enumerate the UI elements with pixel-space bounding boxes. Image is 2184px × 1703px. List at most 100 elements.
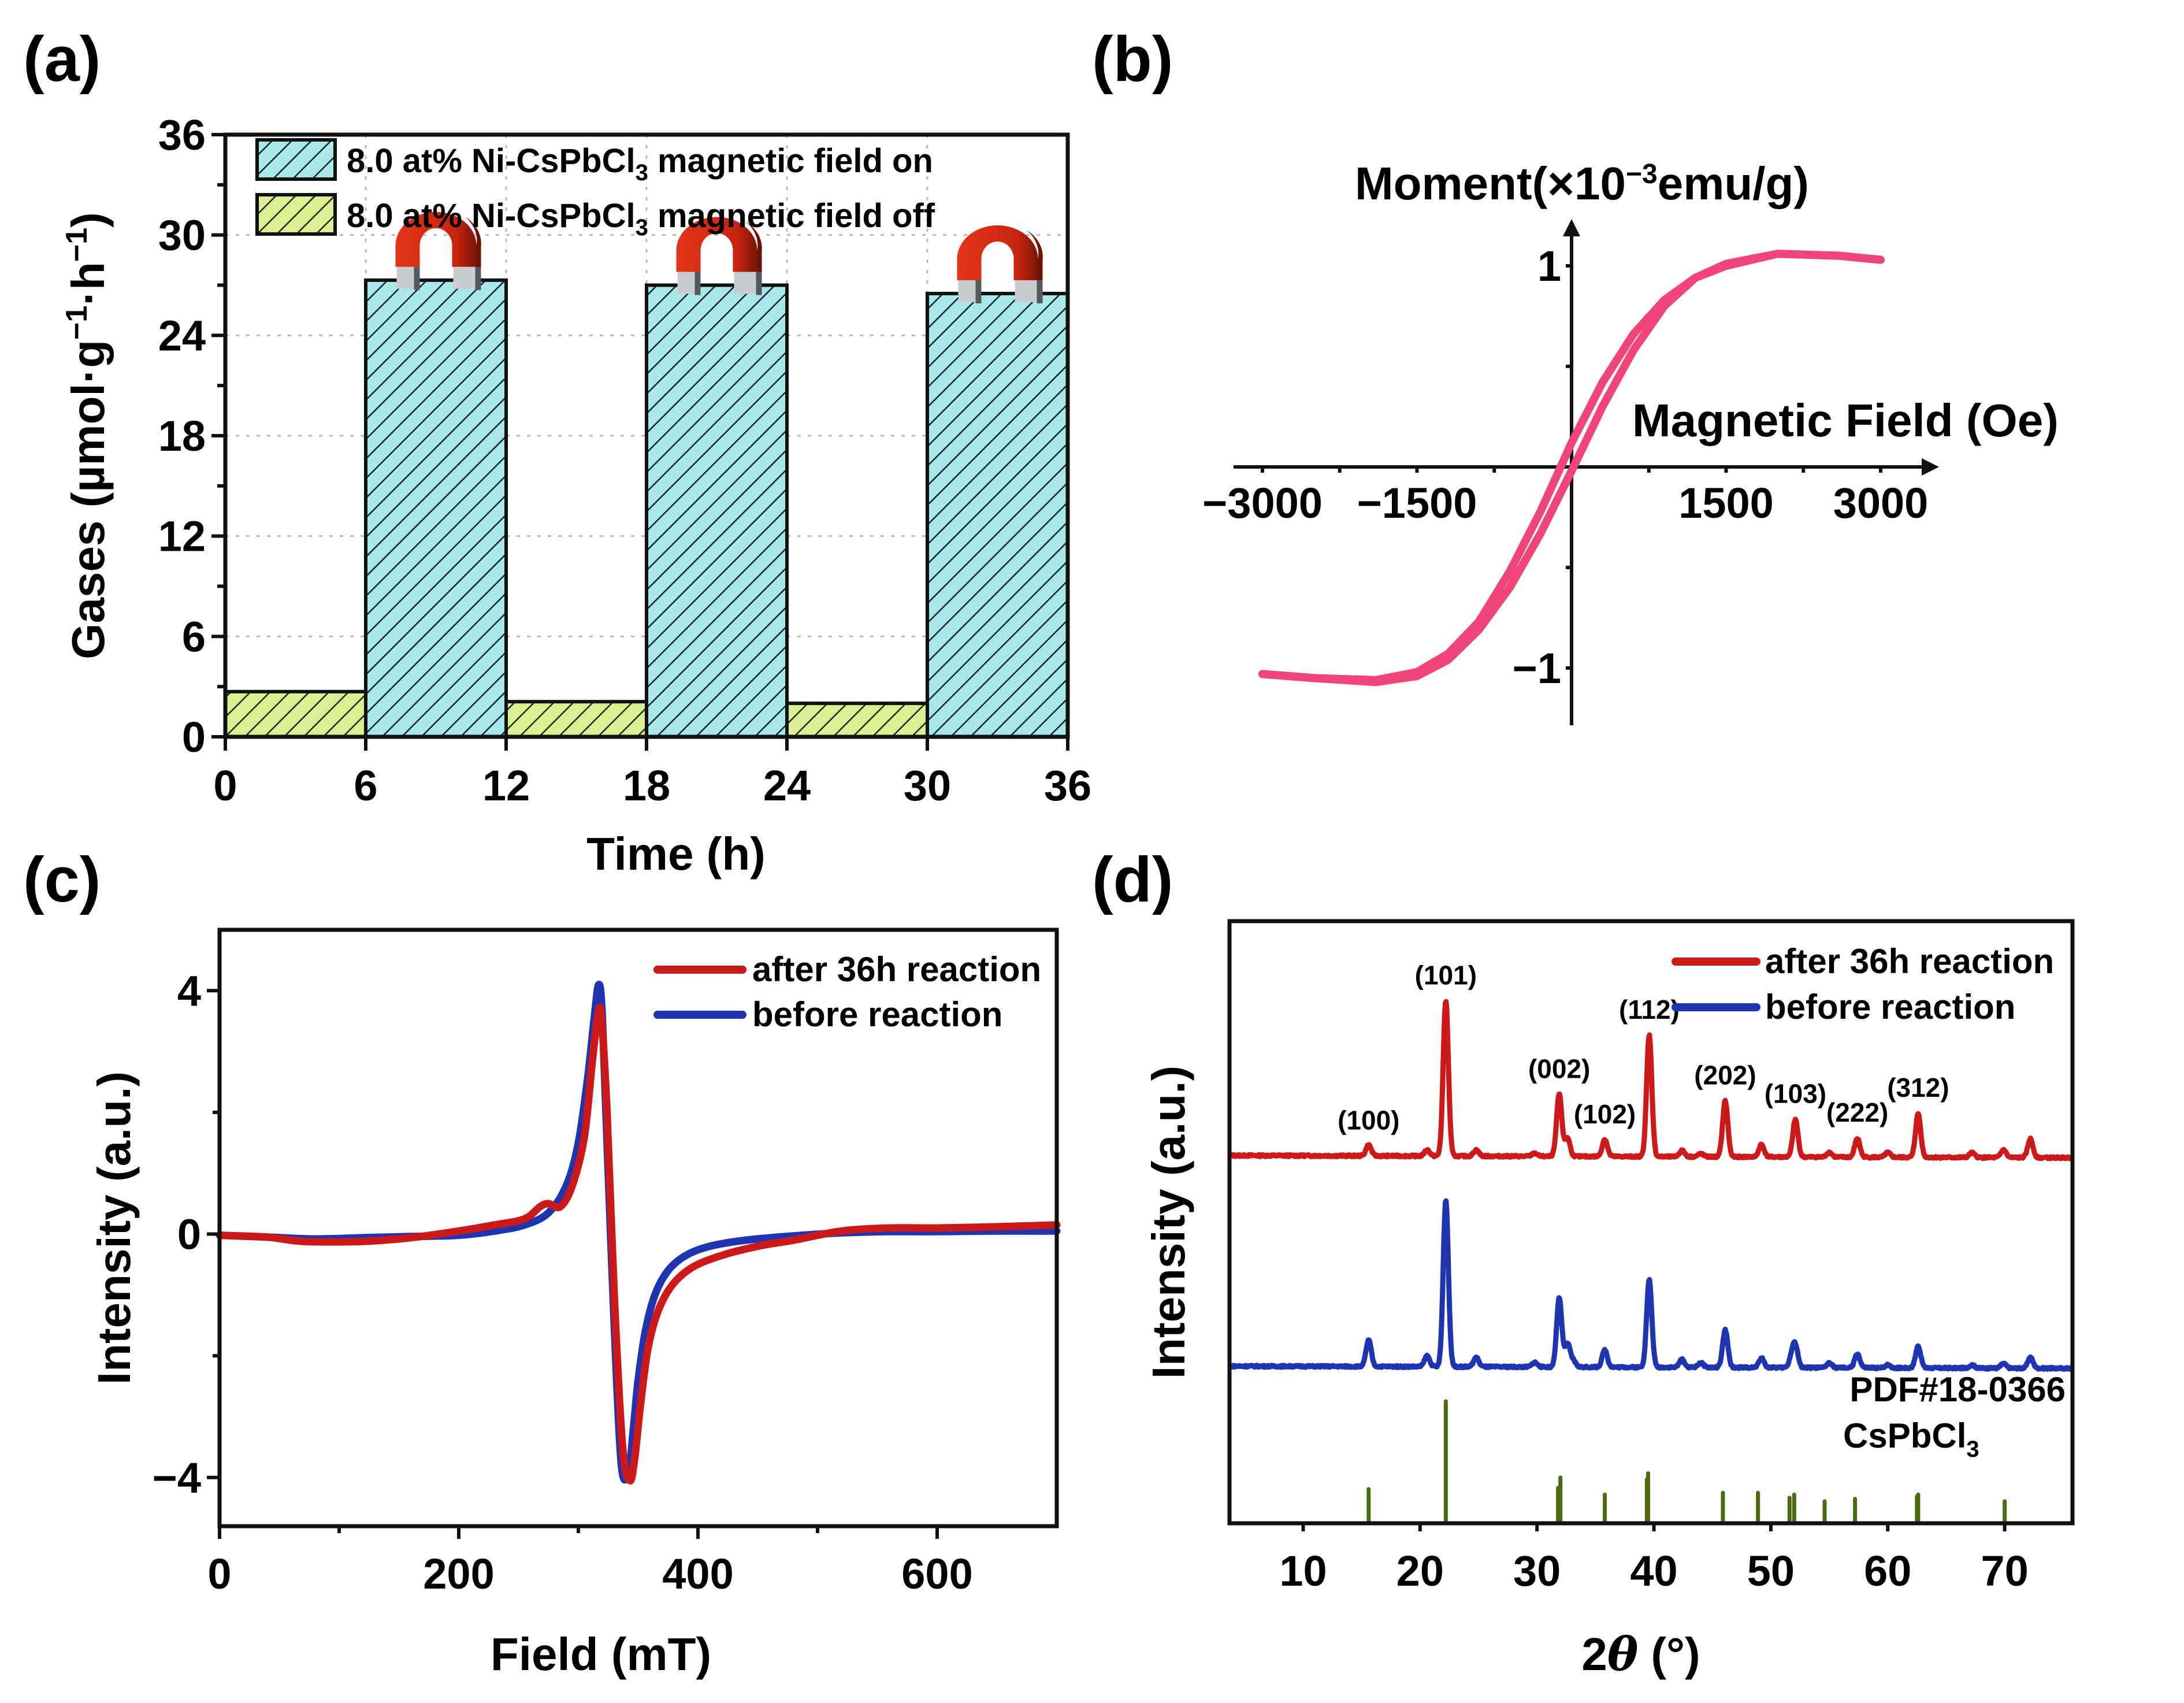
x-tick-label: 600: [901, 1550, 972, 1598]
y-tick-label: −1: [1513, 644, 1561, 692]
y-axis-title: Gases (µmol·g−1·h−1): [60, 212, 114, 659]
y-tick-label: 1: [1537, 242, 1561, 290]
legend: after 36h reaction before reaction: [1672, 942, 2054, 1026]
y-tick-label: 24: [158, 311, 206, 359]
panel-a-bar-chart: (a) 0 6 12 18 24 30 36 0 6 12 18 24 30 36 8.0 at% Ni…: [23, 24, 1091, 880]
peak-label: (112): [1619, 995, 1680, 1025]
x-tick-label: 60: [1864, 1547, 1911, 1595]
magnet-shade: [745, 221, 762, 275]
x-tick-label: 50: [1747, 1547, 1795, 1595]
y-tick-label: 0: [182, 713, 206, 761]
magnet-icon: [395, 212, 481, 290]
y-tick-label: 6: [182, 613, 206, 661]
magnet-body: [957, 225, 1038, 280]
panel-b-hysteresis: (b) −3000 −1500 1500 3000 1 −1 Magnetic Field…: [1092, 24, 2059, 725]
panel-label-a: (a): [23, 24, 101, 95]
x-tick-label: 24: [763, 762, 811, 810]
legend-label-before: before reaction: [1765, 988, 2015, 1026]
magnet-shade: [1026, 229, 1043, 283]
legend-swatch-off: [255, 193, 337, 236]
panel-label-d: (d): [1092, 844, 1173, 915]
plot-frame: [1227, 919, 2075, 1526]
magnet-body: [676, 217, 757, 272]
x-tick-label: 6: [354, 762, 377, 810]
y-tick-label: 12: [158, 513, 206, 561]
y-tick-label: −4: [153, 1454, 201, 1502]
legend-label-off: 8.0 at% Ni-CsPbCl3 magnetic field off: [347, 197, 935, 240]
pattern-before-reaction: [1228, 1198, 2074, 1372]
x-tick-label: 0: [213, 762, 237, 810]
peak-label: (100): [1338, 1105, 1399, 1136]
x-axis-title: Magnetic Field (Oe): [1632, 395, 2059, 446]
peak-labels: (100) (101) (002) (102) (112) (202) (103)(222)…: [1338, 960, 1949, 1136]
legend-label-before: before reaction: [752, 995, 1002, 1034]
panel-label-b: (b): [1092, 24, 1173, 95]
magnet-pole-shade: [1037, 280, 1043, 303]
magnet-pole-shade: [756, 272, 762, 295]
peak-label: (103): [1765, 1079, 1826, 1109]
magnet-pole-shade: [414, 266, 420, 290]
magnet-pole-right: [1015, 280, 1037, 302]
x-tick-label: 0: [207, 1550, 231, 1598]
x-tick-label: 70: [1981, 1547, 2028, 1595]
x-tick-label: 30: [1513, 1547, 1561, 1595]
axis-ticks: 10 20 30 40 50 60 70: [1279, 1523, 2029, 1595]
magnet-shade: [465, 216, 481, 270]
magnet-pole-right: [453, 266, 476, 289]
x-axis-title: Field (mT): [491, 1628, 711, 1680]
x-ticks: 0 6 12 18 24 30 36: [213, 737, 1091, 810]
x-tick-label: 40: [1630, 1547, 1677, 1595]
peak-label: (002): [1528, 1053, 1590, 1084]
bar-field-off: [785, 702, 929, 739]
magnet-pole-shade: [475, 266, 481, 290]
magnet-icon: [676, 217, 762, 295]
legend-label-on: 8.0 at% Ni-CsPbCl3 magnetic field on: [347, 142, 933, 185]
hysteresis-curves: [1258, 250, 1885, 687]
axis-ticks: −3000 −1500 1500 3000 1 −1: [1202, 242, 1928, 692]
hysteresis-branch: [1258, 250, 1885, 687]
legend-swatch-on: [255, 138, 337, 181]
x-axis-title: Time (h): [586, 828, 766, 880]
bars: [224, 278, 1069, 739]
plot-frame: [217, 927, 1059, 1528]
x-tick-label: 12: [482, 762, 530, 810]
bar-field-off: [504, 700, 648, 739]
x-tick-label: 10: [1279, 1547, 1327, 1595]
y-ticks: 0 6 12 18 24 30 36: [158, 111, 225, 761]
x-tick-label: 36: [1044, 762, 1091, 810]
bar-field-on: [926, 291, 1069, 739]
legend: 8.0 at% Ni-CsPbCl3 magnetic field on 8.0…: [255, 138, 935, 240]
peak-label: (222): [1826, 1097, 1888, 1127]
magnet-icon: [957, 225, 1043, 303]
peak-label: (312): [1887, 1073, 1949, 1103]
panel-label-c: (c): [23, 844, 101, 915]
peak-label: (101): [1415, 960, 1477, 990]
y-tick-label: 4: [177, 967, 201, 1015]
peak-label: (202): [1694, 1060, 1756, 1090]
epr-curves: [216, 981, 1061, 1485]
y-tick-label: 36: [158, 111, 206, 159]
x-tick-label: −1500: [1357, 479, 1477, 527]
x-tick-label: 18: [623, 762, 670, 810]
legend-label-after: after 36h reaction: [752, 950, 1041, 989]
reference-sticks: [1366, 1399, 2007, 1526]
bar-field-off: [224, 689, 367, 739]
legend-label-after: after 36h reaction: [1765, 942, 2054, 981]
y-tick-label: 18: [158, 412, 206, 460]
peak-label: (102): [1574, 1099, 1636, 1129]
magnet-pole-right: [734, 272, 756, 294]
x-tick-label: 3000: [1833, 479, 1929, 527]
xrd-patterns: [1228, 999, 2074, 1372]
magnet-body: [395, 212, 477, 267]
curve-after-reaction: [216, 1003, 1061, 1485]
pattern-after-reaction: [1228, 999, 2074, 1162]
magnet-pole-shade: [975, 280, 982, 303]
y-axis-title: Moment(×10−3emu/g): [1355, 158, 1809, 209]
y-axis-title: Intensity (a.u.): [1143, 1066, 1194, 1379]
legend: after 36h reaction before reaction: [653, 950, 1041, 1034]
x-tick-label: 400: [662, 1550, 733, 1598]
x-tick-label: 200: [423, 1550, 494, 1598]
